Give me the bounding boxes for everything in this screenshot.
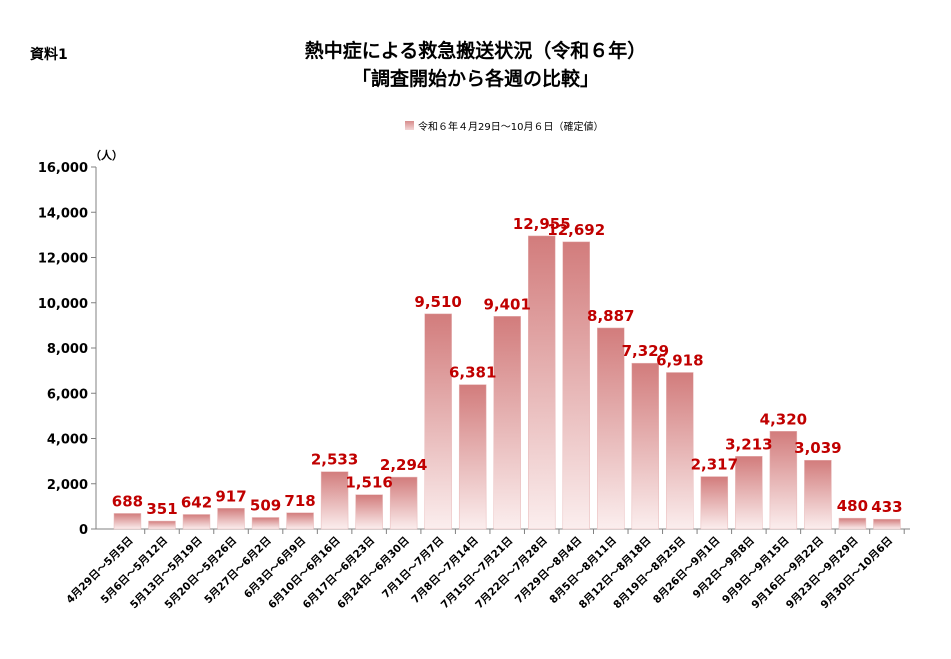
bar <box>700 476 729 530</box>
data-label: 6,381 <box>449 364 496 382</box>
legend-label: 令和６年４月29日～10月６日（確定値） <box>418 122 604 133</box>
y-tick-label: 10,000 <box>38 297 88 312</box>
data-label: 9,510 <box>414 293 461 311</box>
bar <box>113 513 142 530</box>
y-tick-label: 6,000 <box>47 387 88 402</box>
data-label: 688 <box>112 492 143 510</box>
chart-subtitle: 「調査開始から各週の比較」 <box>351 68 599 90</box>
bar <box>562 241 590 530</box>
bar <box>458 384 487 530</box>
bar <box>355 494 383 530</box>
data-label: 2,317 <box>691 456 738 474</box>
bar <box>804 459 832 530</box>
bar <box>493 316 521 530</box>
data-label: 3,213 <box>725 435 772 453</box>
data-label: 718 <box>284 492 315 510</box>
data-label: 642 <box>181 493 212 511</box>
y-tick-label: 16,000 <box>38 161 88 176</box>
bar <box>182 514 211 530</box>
y-tick-label: 14,000 <box>38 206 88 221</box>
y-tick-label: 2,000 <box>47 478 88 493</box>
bar <box>217 508 245 530</box>
data-label: 3,039 <box>794 439 841 457</box>
bar <box>148 520 176 530</box>
bar <box>873 518 901 530</box>
bar <box>735 456 763 530</box>
x-tick-label: 9月2日～9月8日 <box>691 535 757 601</box>
bar <box>389 476 418 530</box>
y-tick-label: 0 <box>79 523 88 538</box>
bar <box>769 431 798 530</box>
bar <box>666 372 694 530</box>
data-label: 9,401 <box>483 295 530 313</box>
bar <box>597 327 625 530</box>
x-tick-label: 7月1日～7月7日 <box>380 535 446 601</box>
legend-swatch <box>405 121 414 130</box>
bar <box>528 235 556 530</box>
bar <box>631 362 660 530</box>
bar <box>424 313 452 530</box>
data-label: 12,955 <box>513 215 571 233</box>
data-label: 351 <box>146 500 177 518</box>
data-label: 433 <box>871 498 902 516</box>
data-label: 917 <box>215 487 246 505</box>
bar <box>838 517 867 530</box>
data-label: 6,918 <box>656 351 703 369</box>
data-label: 1,516 <box>345 474 392 492</box>
chart-title: 熱中症による救急搬送状況（令和６年） <box>304 40 647 62</box>
bar <box>320 471 349 530</box>
x-tick-label: 6月3日～6月9日 <box>242 535 308 601</box>
data-label: 12,692 <box>547 221 605 239</box>
data-label: 509 <box>250 496 281 514</box>
data-label: 480 <box>837 497 868 515</box>
data-label: 2,294 <box>380 456 427 474</box>
bar <box>286 512 314 530</box>
document-label: 資料1 <box>30 47 68 63</box>
legend: 令和６年４月29日～10月６日（確定値） <box>405 118 603 133</box>
bar <box>251 517 280 530</box>
data-label: 8,887 <box>587 307 634 325</box>
data-label: 2,533 <box>311 451 358 469</box>
y-tick-label: 12,000 <box>38 252 88 267</box>
y-tick-label: 4,000 <box>47 433 88 448</box>
data-label: 7,329 <box>622 342 669 360</box>
y-tick-label: 8,000 <box>47 342 88 357</box>
y-axis-unit: （人） <box>90 148 123 162</box>
data-label: 4,320 <box>760 410 807 428</box>
